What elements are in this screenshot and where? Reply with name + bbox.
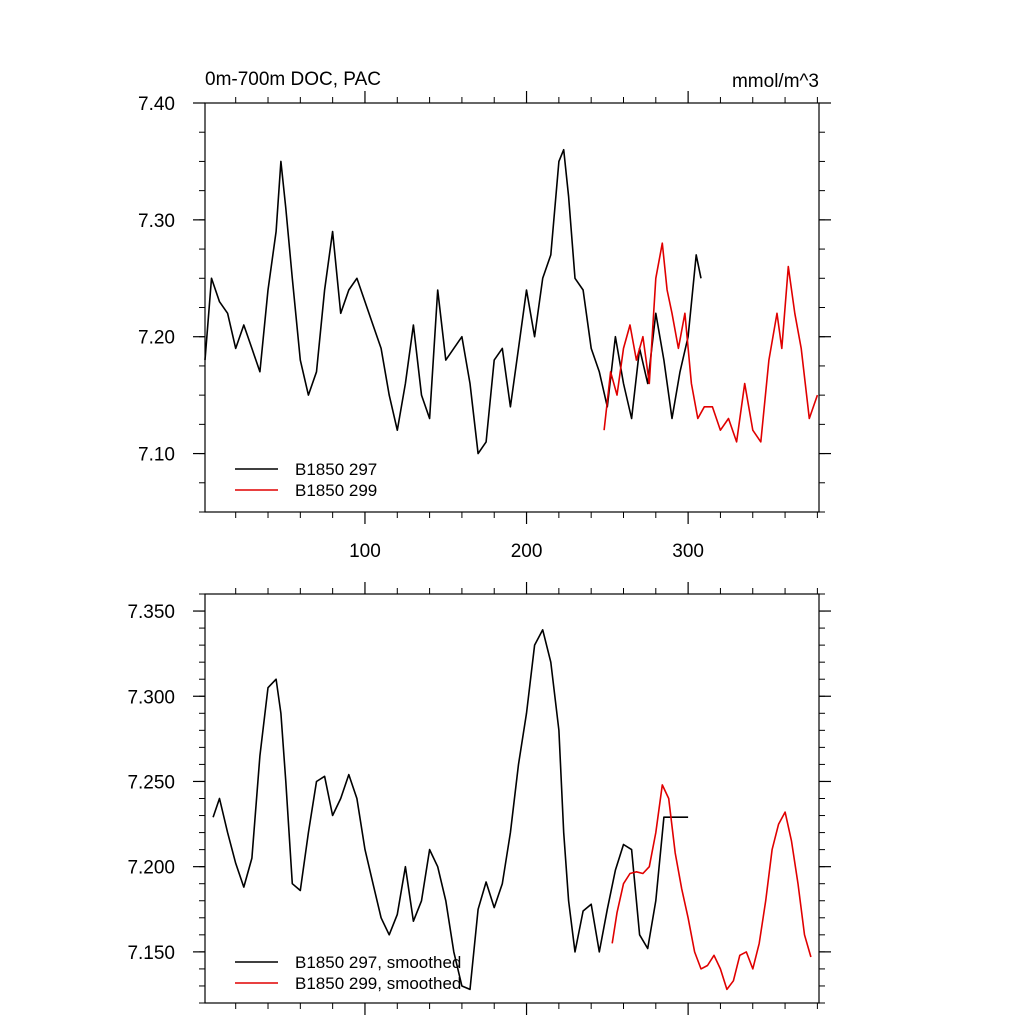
series-line-red (611, 784, 812, 991)
series-line-red (603, 242, 819, 443)
legend-label: B1850 299, smoothed (295, 974, 461, 993)
y-tick-label: 7.200 (127, 858, 175, 879)
plot-frame (204, 593, 820, 1004)
y-tick-label: 7.350 (127, 602, 175, 623)
series-line-black (204, 148, 702, 455)
bottom-panel: 7.150 7.200 7.250 7.300 7.350 B1850 297, smoo… (127, 582, 831, 1015)
y-tick-label: 7.300 (127, 687, 175, 708)
x-tick-label: 100 (349, 541, 381, 562)
y-tick-label: 7.40 (138, 94, 175, 115)
series-line-black (212, 628, 689, 991)
y-tick-label: 7.250 (127, 772, 175, 793)
legend-label: B1850 297, smoothed (295, 953, 461, 972)
y-tick-label: 7.10 (138, 445, 175, 466)
chart-title: 0m-700m DOC, PAC (205, 69, 381, 90)
y-tick-label: 7.150 (127, 943, 175, 964)
top-panel: 100 200 300 7.10 7.20 7.30 7.40 B1850 297 B1850 … (138, 69, 831, 562)
y-tick-label: 7.20 (138, 328, 175, 349)
plot-frame (204, 102, 820, 513)
units-label: mmol/m^3 (732, 71, 819, 92)
x-tick-label: 200 (511, 541, 543, 562)
y-tick-label: 7.30 (138, 211, 175, 232)
x-tick-label: 300 (672, 541, 704, 562)
legend-label: B1850 299 (295, 481, 377, 500)
legend-label: B1850 297 (295, 460, 377, 479)
